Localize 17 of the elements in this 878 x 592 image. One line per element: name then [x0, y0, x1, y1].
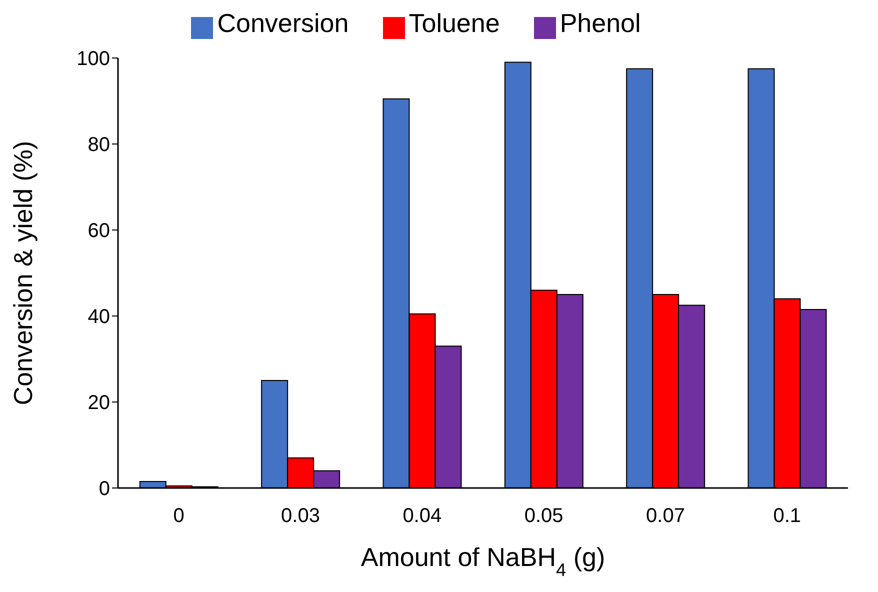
- y-tick-label: 20: [88, 392, 110, 414]
- x-tick-label: 0.04: [402, 505, 442, 528]
- y-tick-label: 80: [88, 134, 110, 156]
- x-tick-label: 0.07: [646, 505, 685, 528]
- y-tick-label: 60: [88, 220, 110, 242]
- x-tick-label: 0.05: [524, 505, 564, 528]
- legend-label: Phenol: [560, 8, 641, 38]
- x-tick-label: 0.1: [773, 505, 802, 528]
- y-tick-label: 0: [98, 478, 110, 500]
- x-tick-label: 0: [173, 505, 184, 528]
- x-tick-label: 0.03: [281, 505, 320, 528]
- legend-label: Conversion: [217, 8, 349, 38]
- legend-label: Toluene: [408, 8, 500, 38]
- y-tick-label: 40: [88, 306, 110, 328]
- x-axis-title: Amount of NaBH$_{4}$ (g): [360, 542, 606, 580]
- y-tick-label: 100: [76, 48, 110, 70]
- y-axis-title: Conversion & yield (%): [8, 140, 38, 406]
